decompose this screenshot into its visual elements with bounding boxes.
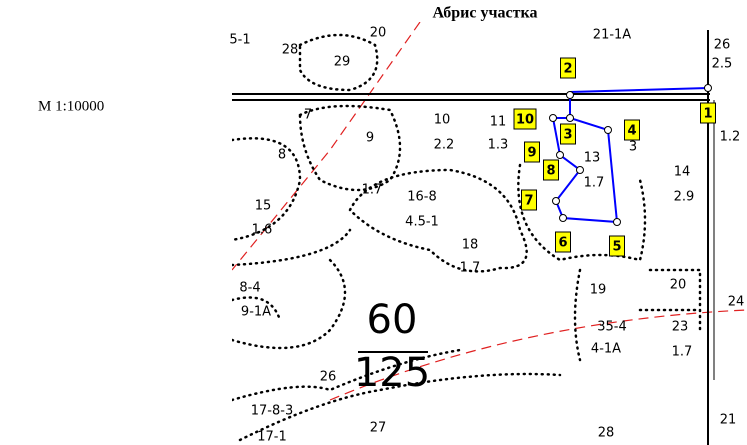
point-box — [700, 102, 716, 124]
map-label: 24 — [728, 295, 745, 310]
point-box — [521, 189, 537, 211]
boundary-line — [329, 309, 747, 401]
map-label: 8 — [278, 148, 286, 163]
map-label: 23 — [672, 320, 689, 335]
map-label: 18 — [462, 238, 479, 253]
vertex — [704, 84, 712, 92]
vertex — [613, 218, 621, 226]
point-box — [513, 108, 537, 130]
point-label: 6 — [558, 236, 567, 251]
point-box — [560, 57, 576, 79]
title: Абрис участка — [433, 5, 538, 22]
map-label: 7 — [304, 108, 312, 123]
map-label: 17-1 — [257, 430, 287, 445]
map-label: 9-1А — [241, 305, 271, 320]
point-label: 5 — [612, 240, 621, 255]
parcel-outline — [551, 95, 619, 224]
contour — [232, 348, 562, 442]
vertex — [566, 114, 574, 122]
map-label: 11 — [490, 115, 507, 130]
point-label: 4 — [627, 124, 636, 139]
map-label: 8-4 — [239, 281, 260, 296]
map-label: 1.7 — [672, 345, 693, 360]
vertex — [549, 114, 557, 122]
point-box — [543, 159, 559, 181]
map-label: 16-8 — [407, 190, 437, 205]
point-label: 1 — [703, 107, 712, 122]
map-label: 2.9 — [674, 190, 695, 205]
point-label: 2 — [563, 62, 572, 77]
vertex — [559, 214, 567, 222]
point-box — [624, 119, 640, 141]
survey-line — [569, 87, 709, 93]
point-label: 10 — [516, 113, 534, 128]
point-label: 8 — [546, 164, 555, 179]
contour — [298, 33, 379, 92]
scale: М 1:10000 — [38, 98, 104, 114]
map-label: 35-4 — [597, 320, 627, 335]
map-label: 4.5-1 — [405, 215, 439, 230]
point-box — [609, 235, 625, 257]
point-label: 7 — [524, 194, 533, 209]
contour — [232, 296, 282, 322]
map-label: 19 — [590, 283, 607, 298]
point-label: 3 — [563, 128, 572, 143]
contour — [573, 268, 702, 362]
map-label: 1.7 — [584, 176, 605, 191]
map-label: 21-1А — [593, 28, 632, 43]
vertex — [552, 197, 560, 205]
map-label: 21 — [720, 413, 737, 428]
map-label: 9 — [366, 131, 374, 146]
point-label: 9 — [527, 146, 536, 161]
map-label: 15 — [255, 199, 272, 214]
map-label: 1.7 — [362, 183, 383, 198]
map-label: 3 — [629, 140, 637, 155]
map-label: 1.6 — [252, 223, 273, 238]
map-label: 125 — [354, 350, 430, 396]
vertex — [576, 166, 584, 174]
map-label: 14 — [674, 165, 691, 180]
map-label: 13 — [584, 151, 601, 166]
contour — [298, 104, 402, 192]
vertex — [566, 91, 574, 99]
map-label: 28 — [598, 426, 615, 441]
point-box — [560, 123, 576, 145]
map-label: 20 — [370, 26, 387, 41]
vertex — [556, 151, 564, 159]
contour — [348, 168, 528, 273]
map-label: 26 — [714, 38, 731, 53]
map-label: 1.3 — [488, 138, 509, 153]
map-label: 26 — [320, 370, 337, 385]
map-label: 17-8-3 — [251, 404, 293, 419]
contour — [232, 137, 302, 242]
map-label: 1.7 — [460, 261, 481, 276]
point-box — [555, 231, 571, 253]
map-label: 20 — [670, 278, 687, 293]
point-box — [524, 141, 540, 163]
map-label: 60 — [367, 297, 418, 343]
contour — [517, 163, 647, 262]
vertex — [604, 126, 612, 134]
map-label: 4-1А — [591, 342, 621, 357]
map-label: 10 — [434, 113, 451, 128]
map-label: 1.2 — [720, 130, 741, 145]
contour — [232, 228, 352, 350]
map-label: 29 — [334, 55, 351, 70]
map-label: 5-1 — [229, 33, 250, 48]
map-label: 27 — [370, 421, 387, 436]
map-label: 28 — [282, 43, 299, 58]
map-label: 2.5 — [712, 57, 733, 72]
map-layer — [232, 22, 747, 445]
map-label: 2.2 — [434, 138, 455, 153]
